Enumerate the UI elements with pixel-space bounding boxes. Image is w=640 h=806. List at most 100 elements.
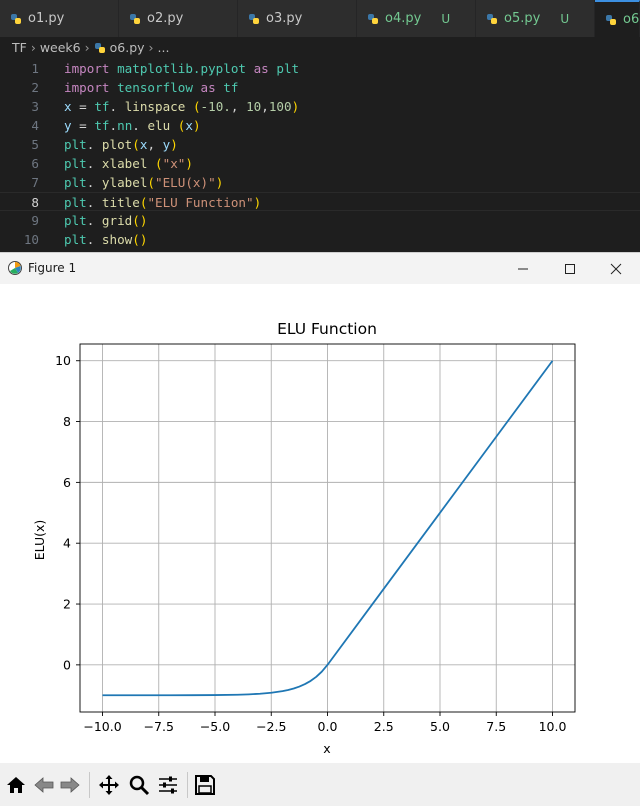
- line-number: 7: [31, 175, 39, 190]
- code-token: ): [215, 175, 224, 190]
- code-token: [110, 80, 118, 95]
- code-token: ): [291, 99, 300, 114]
- x-tick-label: 10.0: [539, 719, 567, 734]
- code-token: 100: [268, 99, 292, 114]
- code-token: .: [86, 137, 102, 152]
- breadcrumb-more[interactable]: ...: [157, 40, 170, 55]
- maximize-button[interactable]: [547, 253, 593, 284]
- x-tick-label: −5.0: [200, 719, 230, 734]
- line-number: 6: [31, 156, 39, 171]
- forward-button[interactable]: [57, 772, 83, 798]
- navigation-toolbar: [0, 763, 640, 806]
- home-button[interactable]: [3, 772, 29, 798]
- code-token: nn: [117, 118, 133, 133]
- x-tick-label: −7.5: [144, 719, 174, 734]
- zoom-button[interactable]: [126, 772, 152, 798]
- code-token: 10: [246, 99, 262, 114]
- window-title-bar[interactable]: Figure 1: [0, 253, 640, 284]
- code-token: plot: [101, 137, 133, 152]
- line-number: 10: [23, 232, 39, 247]
- code-text: plt. grid(): [64, 211, 147, 230]
- code-token: =: [71, 118, 95, 133]
- code-token: [246, 61, 254, 76]
- code-line[interactable]: 8 plt. title("ELU Function"): [0, 192, 640, 211]
- tab-o6[interactable]: o6: [595, 0, 640, 37]
- y-tick-label: 8: [63, 414, 71, 429]
- forward-icon: [60, 777, 80, 793]
- y-tick-label: 0: [63, 657, 71, 672]
- code-editor[interactable]: 1 import matplotlib.pyplot as plt 2 import …: [0, 58, 640, 250]
- chevron-right-icon: ›: [30, 40, 36, 55]
- code-text: plt. show(): [64, 230, 147, 249]
- matplotlib-app-icon: [8, 261, 22, 275]
- x-tick-label: 7.5: [486, 719, 506, 734]
- code-token: "ELU Function": [147, 195, 254, 210]
- code-token: plt: [64, 156, 87, 171]
- code-token: [193, 80, 201, 95]
- x-tick-label: 5.0: [430, 719, 450, 734]
- code-token: -10.: [200, 99, 231, 114]
- figure-canvas[interactable]: −10.0 −7.5 −5.0 −2.5 0.0 2.5 5.0 7.5 10.0 0 2 4 6 8 10…: [0, 284, 640, 763]
- python-file-icon: [368, 13, 378, 24]
- code-token: title: [101, 195, 140, 210]
- code-token: xlabel: [101, 156, 148, 171]
- code-token: plt: [276, 61, 300, 76]
- minimize-button[interactable]: [500, 253, 546, 284]
- code-token: (: [177, 118, 186, 133]
- code-line[interactable]: 5 plt. plot(x, y): [0, 135, 640, 154]
- tab-o4[interactable]: o4.py U: [357, 0, 476, 37]
- code-line[interactable]: 1 import matplotlib.pyplot as plt: [0, 59, 640, 78]
- tab-o1[interactable]: o1.py: [0, 0, 119, 37]
- x-tick-label: −2.5: [256, 719, 286, 734]
- elu-series-line: [102, 360, 554, 697]
- save-button[interactable]: [192, 772, 218, 798]
- code-token: (: [132, 137, 140, 152]
- code-token: ,: [230, 99, 247, 114]
- x-axis-label: x: [323, 741, 330, 756]
- code-token: elu: [147, 118, 171, 133]
- tab-label: o6: [623, 12, 640, 27]
- y-tick-label: 2: [63, 597, 71, 612]
- code-token: [185, 99, 193, 114]
- code-line[interactable]: 10 plt. show(): [0, 230, 640, 249]
- back-icon: [34, 777, 54, 793]
- code-line[interactable]: 7 plt. ylabel("ELU(x)"): [0, 173, 640, 192]
- python-file-icon: [94, 42, 105, 53]
- code-token: ): [253, 195, 262, 210]
- python-file-icon: [487, 13, 497, 24]
- line-number: 1: [31, 61, 39, 76]
- line-number: 9: [31, 213, 39, 228]
- code-line[interactable]: 4 y = tf.nn. elu (x): [0, 116, 640, 135]
- y-tick-label: 10: [55, 353, 71, 368]
- code-line[interactable]: 2 import tensorflow as tf: [0, 78, 640, 97]
- code-token: ,: [147, 137, 163, 152]
- code-token: tf: [223, 80, 239, 95]
- x-tick-label: −10.0: [83, 719, 121, 734]
- pan-button[interactable]: [96, 772, 122, 798]
- line-number: 5: [31, 137, 39, 152]
- line-number: 3: [31, 99, 39, 114]
- breadcrumb-root[interactable]: TF: [12, 40, 27, 55]
- close-button[interactable]: [593, 253, 639, 284]
- untracked-badge: U: [441, 11, 451, 26]
- code-token: (): [132, 213, 148, 228]
- breadcrumb-folder[interactable]: week6: [39, 40, 81, 55]
- tab-o5[interactable]: o5.py U: [476, 0, 595, 37]
- breadcrumb-file[interactable]: o6.py: [109, 40, 145, 55]
- configure-subplots-button[interactable]: [155, 772, 181, 798]
- tab-o3[interactable]: o3.py: [238, 0, 357, 37]
- code-line[interactable]: 6 plt. xlabel ("x"): [0, 154, 640, 173]
- code-token: plt: [64, 137, 87, 152]
- code-token: "x": [162, 156, 186, 171]
- code-line[interactable]: 9 plt. grid(): [0, 211, 640, 230]
- code-text: x = tf. linspace (-10., 10,100): [64, 97, 299, 116]
- elu-chart: −10.0 −7.5 −5.0 −2.5 0.0 2.5 5.0 7.5 10.0 0 2 4 6 8 10…: [32, 320, 576, 756]
- code-token: plt: [64, 213, 87, 228]
- code-token: show: [101, 232, 133, 247]
- code-token: grid: [101, 213, 133, 228]
- tab-o2[interactable]: o2.py: [119, 0, 238, 37]
- back-button[interactable]: [31, 772, 57, 798]
- code-token: tf: [94, 118, 110, 133]
- code-token: (: [139, 195, 148, 210]
